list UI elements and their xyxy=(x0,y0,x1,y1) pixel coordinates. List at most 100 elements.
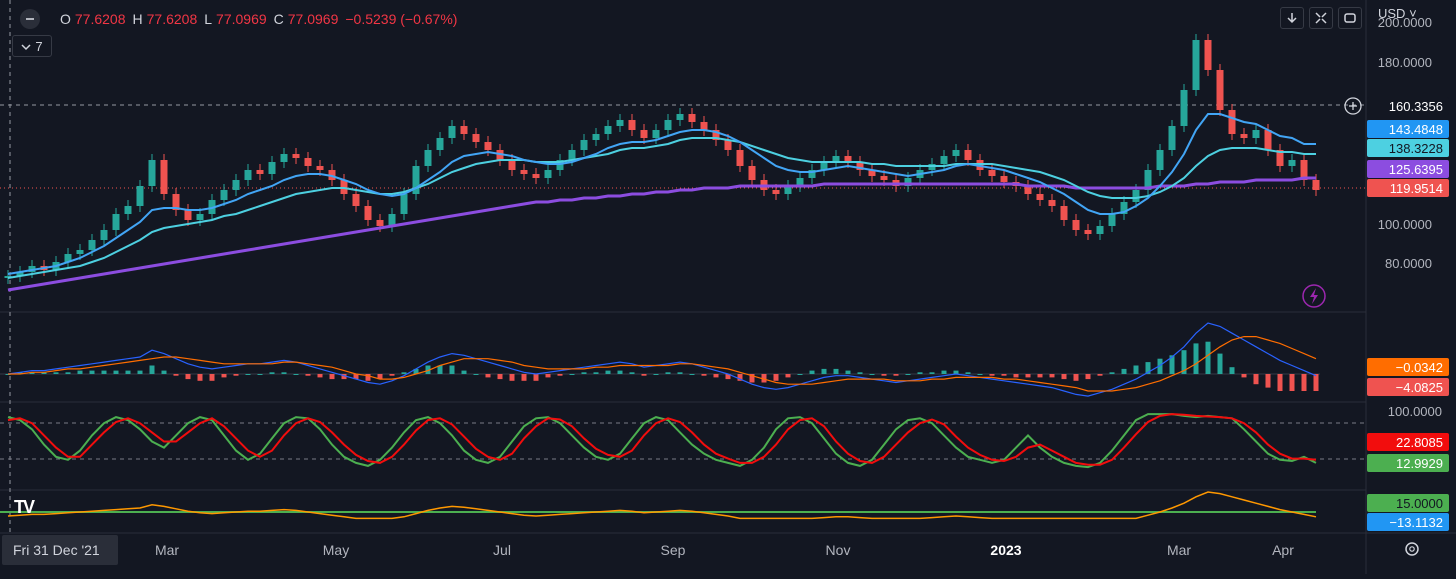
macd-histogram-bar xyxy=(509,374,515,381)
macd-histogram-bar xyxy=(101,370,107,374)
macd-histogram-bar xyxy=(749,374,755,383)
chevron-down-icon xyxy=(21,39,31,54)
axis-value-badge xyxy=(1367,494,1449,512)
candle-body xyxy=(1240,134,1248,138)
price-tick-label: 100.0000 xyxy=(1378,217,1432,232)
time-tick-label: Nov xyxy=(826,542,851,558)
macd-histogram-bar xyxy=(1085,374,1091,380)
candle-body xyxy=(436,138,444,150)
macd-histogram-bar xyxy=(53,372,59,374)
macd-histogram-bar xyxy=(1193,343,1199,374)
macd-histogram-bar xyxy=(1025,374,1031,378)
macd-histogram-bar xyxy=(41,372,47,374)
macd-line xyxy=(7,322,1317,397)
macd-histogram-bar xyxy=(137,370,143,374)
lightning-icon[interactable] xyxy=(1302,284,1326,308)
camera-frame-icon[interactable] xyxy=(1338,7,1362,29)
candle-body xyxy=(76,250,84,254)
price-tick-label: 200.0000 xyxy=(1378,15,1432,30)
axis-value-label: 138.3228 xyxy=(1389,141,1443,156)
candle-body xyxy=(1060,206,1068,220)
candle-body xyxy=(736,150,744,166)
macd-histogram-bar xyxy=(557,374,563,376)
macd-histogram-bar xyxy=(329,374,335,380)
candle-body xyxy=(424,150,432,166)
time-tick-label: Jul xyxy=(493,542,511,558)
macd-histogram-bar xyxy=(473,374,479,375)
low-key: L xyxy=(204,11,213,27)
candle-body xyxy=(376,220,384,226)
macd-histogram-bar xyxy=(809,370,815,374)
macd-histogram-bar xyxy=(1181,350,1187,374)
gear-icon[interactable] xyxy=(1405,542,1419,556)
candle-body xyxy=(568,150,576,160)
candle-body xyxy=(316,166,324,170)
macd-histogram-bar xyxy=(1145,362,1151,374)
macd-histogram-bar xyxy=(1265,374,1271,388)
price-tick-label: 180.0000 xyxy=(1378,55,1432,70)
macd-histogram-bar xyxy=(569,374,575,375)
macd-histogram-bar xyxy=(1133,365,1139,374)
candle-body xyxy=(1048,200,1056,206)
macd-histogram-bar xyxy=(677,372,683,374)
macd-histogram-bar xyxy=(581,372,587,374)
macd-histogram-bar xyxy=(1109,372,1115,374)
macd-signal-line xyxy=(8,336,1317,392)
macd-histogram-bar xyxy=(221,374,227,378)
macd-histogram-bar xyxy=(881,374,887,376)
currency-selector[interactable]: USD ˅ xyxy=(1378,6,1417,21)
candle-body xyxy=(1228,110,1236,134)
axis-value-label: 22.8085 xyxy=(1396,435,1443,450)
axis-value-label: −4.0825 xyxy=(1396,380,1443,395)
candle-body xyxy=(796,178,804,186)
macd-histogram-bar xyxy=(149,365,155,374)
candle-body xyxy=(520,170,528,174)
macd-histogram-bar xyxy=(1229,367,1235,374)
macd-histogram-bar xyxy=(185,374,191,380)
macd-histogram-bar xyxy=(977,374,983,375)
minus-icon[interactable] xyxy=(20,9,40,29)
macd-histogram-bar xyxy=(869,374,875,375)
macd-histogram-bar xyxy=(1073,374,1079,381)
currency-label: USD xyxy=(1378,6,1406,21)
macd-histogram-bar xyxy=(821,368,827,374)
candle-body xyxy=(784,186,792,194)
axis-value-badge xyxy=(1367,160,1449,178)
candle-body xyxy=(724,140,732,150)
macd-histogram-bar xyxy=(701,374,707,376)
expand-icon[interactable] xyxy=(1309,7,1333,29)
plus-circle-icon[interactable] xyxy=(1344,97,1362,115)
macd-histogram-bar xyxy=(233,374,239,376)
candle-body xyxy=(196,214,204,220)
macd-histogram-bar xyxy=(1121,368,1127,374)
stoch-tick-label: 100.0000 xyxy=(1388,404,1442,419)
macd-histogram-bar xyxy=(905,374,911,375)
candle-body xyxy=(268,162,276,174)
ema-slow-line xyxy=(7,176,1316,292)
macd-histogram-bar xyxy=(605,370,611,374)
axis-value-label: 125.6395 xyxy=(1389,162,1443,177)
macd-histogram-bar xyxy=(461,370,467,374)
candle-body xyxy=(244,170,252,180)
indicators-toggle[interactable]: 7 xyxy=(12,35,52,57)
axis-value-label: 143.4848 xyxy=(1389,122,1443,137)
macd-layer xyxy=(5,322,1319,397)
axis-value-label: −13.1132 xyxy=(1389,515,1443,530)
macd-histogram-bar xyxy=(401,372,407,374)
macd-histogram-bar xyxy=(1277,374,1283,391)
candle-body xyxy=(1108,214,1116,226)
macd-histogram-bar xyxy=(377,374,383,380)
macd-histogram-bar xyxy=(1253,374,1259,385)
macd-histogram-bar xyxy=(1037,374,1043,378)
price-axis-ticks: 200.0000 180.0000 100.0000 80.0000 100.0000 xyxy=(1378,15,1442,419)
macd-histogram-bar xyxy=(653,374,659,375)
price-tick-label: 80.0000 xyxy=(1385,256,1432,271)
candle-body xyxy=(412,166,420,194)
axis-value-badge xyxy=(1367,358,1449,376)
arrow-down-icon[interactable] xyxy=(1280,7,1304,29)
candle-body xyxy=(1156,150,1164,170)
candle-body xyxy=(1252,130,1260,138)
